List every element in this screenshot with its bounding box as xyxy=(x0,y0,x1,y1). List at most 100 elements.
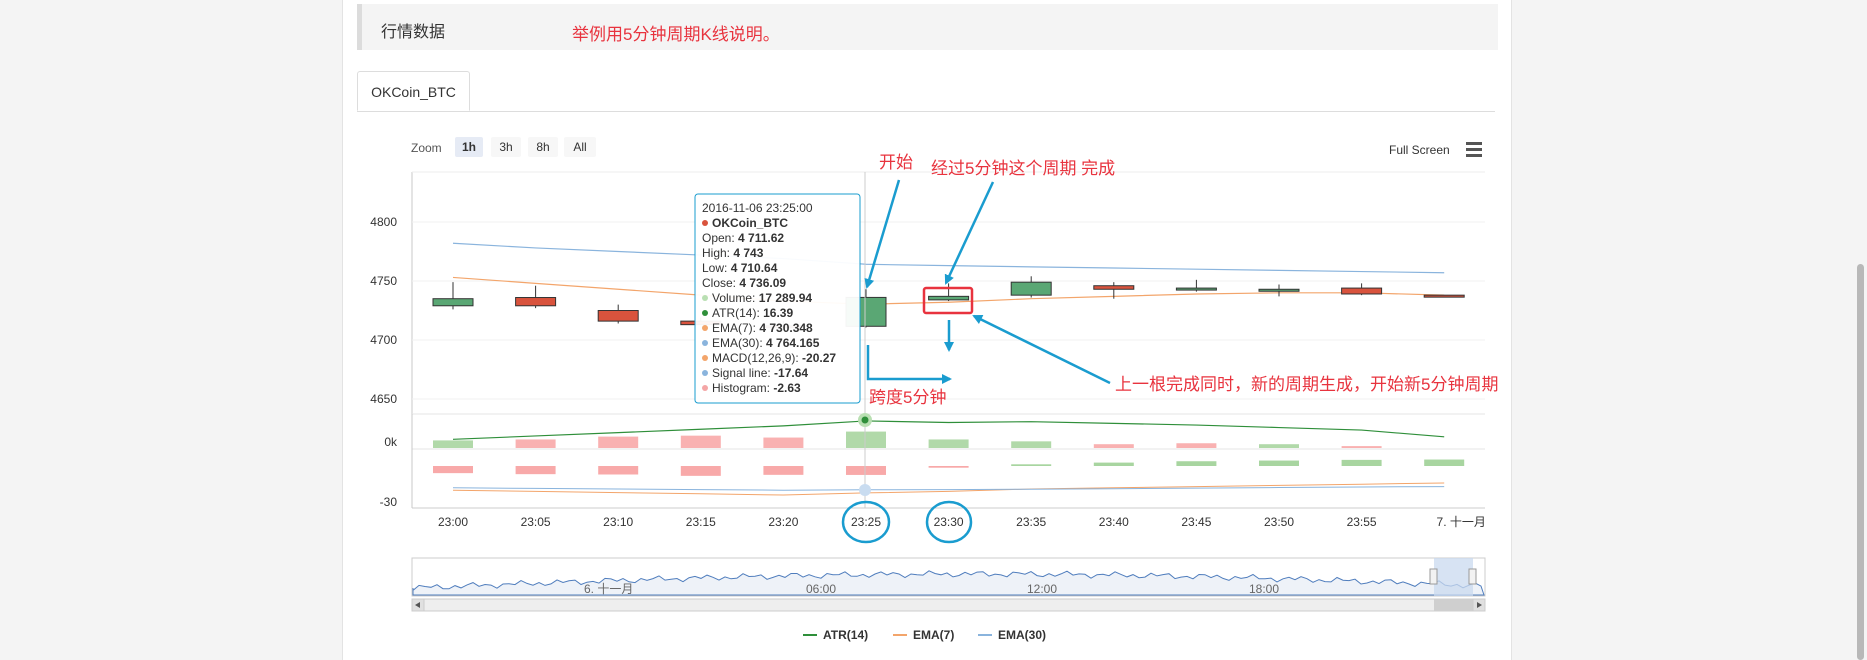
navigator-handle-right[interactable] xyxy=(1468,568,1477,585)
tooltip-value: -17.64 xyxy=(774,366,808,380)
legend-label: EMA(30) xyxy=(998,628,1046,642)
highlight-box xyxy=(922,286,974,315)
macd-hist-bar xyxy=(515,466,556,475)
navigator-selection[interactable] xyxy=(1434,558,1473,596)
candle-body xyxy=(1175,287,1217,291)
chart-legend[interactable]: ATR(14) EMA(7) EMA(30) xyxy=(803,628,1046,642)
candle-body xyxy=(1423,294,1465,298)
volume-bar xyxy=(763,437,804,448)
macd-hist-bar xyxy=(846,466,886,475)
navigator-label: 6. 十一月 xyxy=(584,582,633,596)
tooltip-value: 4 711.62 xyxy=(738,231,784,245)
tooltip-row: MACD(12,26,9): -20.27 xyxy=(712,351,836,365)
macd-histogram-series xyxy=(433,459,1465,476)
tooltip-label: EMA(30): xyxy=(712,336,766,350)
candle xyxy=(1258,284,1300,297)
volume-bar xyxy=(680,435,721,448)
tooltip-label: Volume: xyxy=(712,291,759,305)
candle xyxy=(928,283,970,302)
macd-hist-bar xyxy=(1424,459,1465,466)
candle xyxy=(432,282,474,310)
content-panel xyxy=(342,0,1512,660)
volume-bar xyxy=(598,436,639,448)
volume-bar xyxy=(1341,446,1382,448)
section-title: 行情数据 xyxy=(381,24,446,41)
macd-hover-halo xyxy=(859,484,871,496)
macd-hist-bar xyxy=(1259,460,1299,466)
candle xyxy=(597,304,639,324)
navigator-scrollbar[interactable] xyxy=(411,598,1486,612)
navigator-series xyxy=(412,570,1485,596)
circle-2330 xyxy=(925,500,973,544)
time-tick-label: 23:00 xyxy=(438,515,468,529)
legend-item[interactable]: EMA(30) xyxy=(978,628,1046,642)
tooltip-label: Close: xyxy=(702,276,739,290)
zoom-button-3h[interactable]: 3h xyxy=(491,137,521,157)
tooltip-value: 17 289.94 xyxy=(759,291,813,305)
tooltip-row: Volume: 17 289.94 xyxy=(712,291,812,305)
zoom-button-All[interactable]: All xyxy=(564,137,596,157)
price-tick-label: 4700 xyxy=(370,333,397,347)
candle xyxy=(1423,294,1465,298)
macd-line xyxy=(452,482,1445,496)
navigator-label: 18:00 xyxy=(1249,582,1279,596)
macd-lines xyxy=(452,482,1445,496)
time-tick-label: 23:55 xyxy=(1347,515,1377,529)
candle-body xyxy=(1010,281,1052,296)
navigator[interactable]: 6. 十一月 06:00 12:00 18:00 xyxy=(411,557,1486,597)
legend-label: ATR(14) xyxy=(823,628,868,642)
full-screen-button[interactable]: Full Screen xyxy=(1389,143,1450,157)
tooltip-label: Histogram: xyxy=(712,381,773,395)
navigator-labels: 6. 十一月 06:00 12:00 18:00 xyxy=(584,582,1279,596)
tooltip-bullet xyxy=(702,220,708,226)
time-tick-label: 7. 十一月 xyxy=(1437,515,1486,529)
tooltip-row: Low: 4 710.64 xyxy=(702,261,778,275)
volume-series xyxy=(433,431,1382,448)
tooltip-bullet xyxy=(702,385,708,391)
tooltip-row: Close: 4 736.09 xyxy=(702,276,786,290)
legend-item[interactable]: ATR(14) xyxy=(803,628,868,642)
navigator-handle-left[interactable] xyxy=(1429,568,1438,585)
tooltip-label: OKCoin_BTC xyxy=(712,216,788,230)
tooltip-value: 4 736.09 xyxy=(739,276,786,290)
macd-hist-bar xyxy=(1093,462,1134,466)
price-axis-labels: 4800 4750 4700 4650 xyxy=(370,215,397,406)
macd-hist-bar xyxy=(1341,459,1382,466)
tooltip-label: High: xyxy=(702,246,733,260)
candle-body xyxy=(1093,285,1135,290)
annotation-start: 开始 xyxy=(879,153,913,172)
candle-body xyxy=(1258,288,1300,292)
annotation-new-period: 上一根完成同时，新的周期生成，开始新5分钟周期 xyxy=(1115,375,1498,394)
atr-series xyxy=(452,420,1445,440)
tooltip-value: 4 764.165 xyxy=(766,336,820,350)
atr-hover-point xyxy=(861,416,869,424)
time-tick-label: 23:40 xyxy=(1099,515,1129,529)
tooltip-date: 2016-11-06 23:25:00 xyxy=(702,201,813,215)
zoom-button-1h[interactable]: 1h xyxy=(455,137,483,157)
tooltip-value: 16.39 xyxy=(763,306,793,320)
zoom-button-8h[interactable]: 8h xyxy=(528,137,558,157)
candle-body xyxy=(432,298,474,307)
volume-axis-label: 0k xyxy=(384,435,398,449)
zoom-button-label: 3h xyxy=(499,140,512,154)
legend-item[interactable]: EMA(7) xyxy=(893,628,954,642)
tab-okcoin-btc[interactable]: OKCoin_BTC xyxy=(357,71,470,111)
tooltip-label: ATR(14): xyxy=(712,306,763,320)
page-scrollbar[interactable] xyxy=(1857,264,1864,660)
circle-2325 xyxy=(841,500,891,544)
hamburger-menu-icon[interactable] xyxy=(1466,142,1482,157)
macd-hist-bar xyxy=(433,466,473,474)
zoom-button-label: 1h xyxy=(462,140,476,154)
tooltip-bullet xyxy=(702,325,708,331)
tooltip-row: Open: 4 711.62 xyxy=(702,231,784,245)
price-tick-label: 4750 xyxy=(370,274,397,288)
volume-bar xyxy=(515,439,556,448)
tooltip-bullet xyxy=(702,295,708,301)
tooltip-box xyxy=(694,193,861,404)
time-tick-label: 23:25 xyxy=(851,515,881,529)
volume-bar xyxy=(1176,443,1217,448)
legend-label: EMA(7) xyxy=(913,628,954,642)
atr-line xyxy=(452,420,1445,440)
macd-hist-bar xyxy=(680,466,721,476)
